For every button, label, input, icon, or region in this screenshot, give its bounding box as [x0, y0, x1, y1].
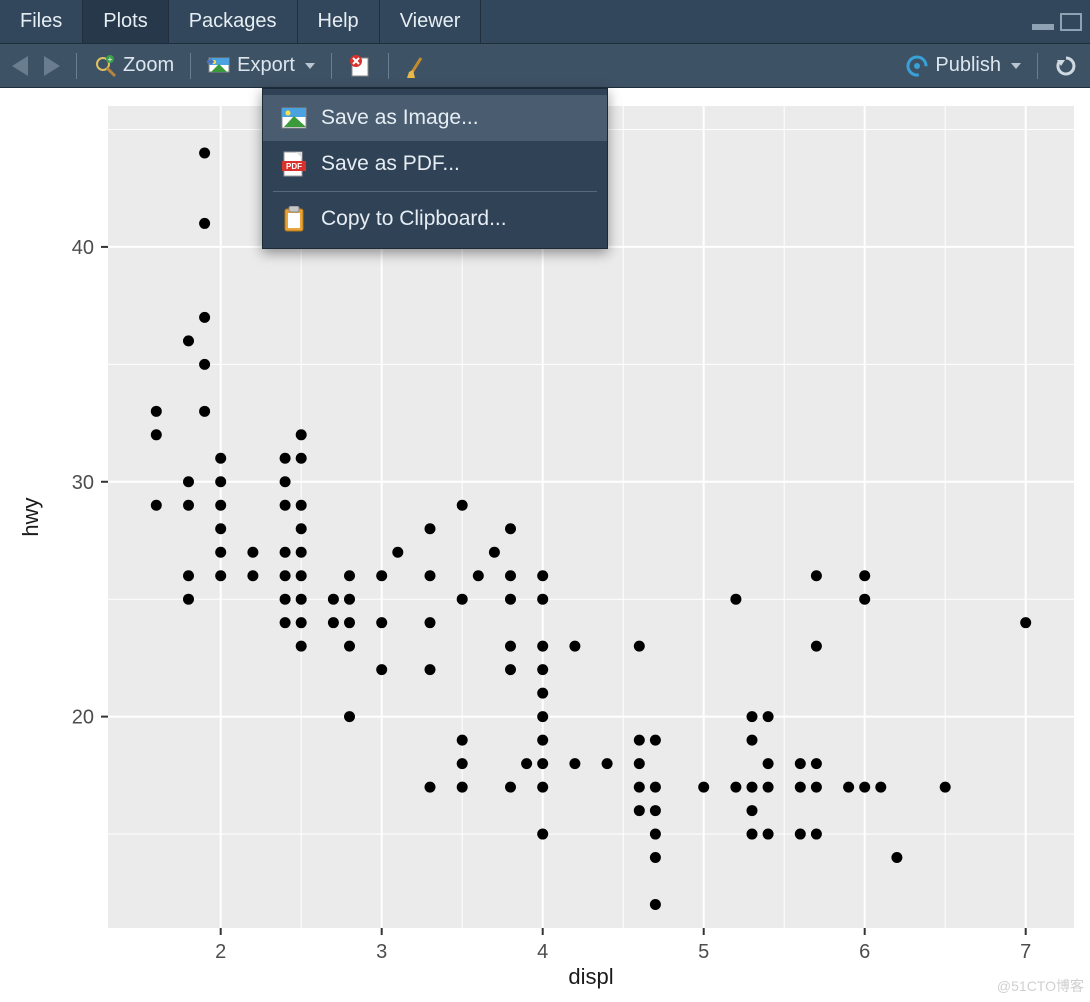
clear-all-button[interactable] — [401, 52, 433, 80]
pane-minimize-icon[interactable] — [1032, 24, 1054, 30]
nav-back-button[interactable] — [8, 54, 32, 78]
toolbar-separator — [331, 53, 332, 79]
export-menu-item[interactable]: Copy to Clipboard... — [263, 196, 607, 242]
publish-label: Publish — [935, 54, 1001, 77]
svg-text:2: 2 — [215, 941, 226, 963]
svg-text:30: 30 — [72, 472, 94, 494]
dropdown-caret-icon — [1011, 63, 1021, 69]
dropdown-caret-icon — [305, 63, 315, 69]
export-menu-item-label: Save as Image... — [321, 106, 479, 130]
export-button[interactable]: Export — [203, 52, 319, 80]
tab-label: Plots — [103, 10, 147, 33]
toolbar-separator — [1037, 53, 1038, 79]
pane-window-controls — [1032, 0, 1090, 43]
publish-icon — [905, 54, 929, 78]
svg-text:6: 6 — [859, 941, 870, 963]
menu-separator — [273, 191, 597, 192]
export-menu-item-label: Copy to Clipboard... — [321, 207, 507, 231]
export-menu-item[interactable]: Save as Image... — [263, 95, 607, 141]
zoom-button[interactable]: + Zoom — [89, 52, 178, 80]
svg-text:displ: displ — [568, 964, 613, 989]
toolbar-separator — [190, 53, 191, 79]
svg-text:5: 5 — [698, 941, 709, 963]
tab-label: Packages — [189, 10, 277, 33]
arrow-right-icon — [44, 56, 60, 76]
svg-text:PDF: PDF — [286, 162, 302, 171]
toolbar-separator — [388, 53, 389, 79]
pane-maximize-icon[interactable] — [1060, 13, 1082, 31]
tab-plots[interactable]: Plots — [83, 0, 168, 43]
refresh-button[interactable] — [1050, 52, 1082, 80]
broom-icon — [405, 54, 429, 78]
toolbar-separator — [76, 53, 77, 79]
publish-button[interactable]: Publish — [901, 52, 1025, 80]
tabbar-spacer — [481, 0, 1032, 43]
plots-toolbar: + Zoom Export Publish — [0, 44, 1090, 88]
export-image-icon — [207, 54, 231, 78]
tab-viewer[interactable]: Viewer — [380, 0, 482, 43]
export-dropdown-menu: Save as Image... PDF Save as PDF... Copy to… — [262, 88, 608, 249]
svg-text:40: 40 — [72, 237, 94, 259]
export-menu-item[interactable]: PDF Save as PDF... — [263, 141, 607, 187]
pane-tabbar: Files Plots Packages Help Viewer — [0, 0, 1090, 44]
remove-plot-icon — [348, 54, 372, 78]
svg-text:+: + — [108, 55, 113, 64]
svg-text:4: 4 — [537, 941, 548, 963]
refresh-icon — [1054, 54, 1078, 78]
tab-label: Files — [20, 10, 62, 33]
svg-text:7: 7 — [1020, 941, 1031, 963]
tab-label: Viewer — [400, 10, 461, 33]
svg-text:20: 20 — [72, 707, 94, 729]
svg-text:hwy: hwy — [18, 497, 43, 536]
tab-files[interactable]: Files — [0, 0, 83, 43]
export-label: Export — [237, 54, 295, 77]
zoom-magnifier-icon: + — [93, 54, 117, 78]
clipboard-icon — [281, 206, 307, 232]
tab-help[interactable]: Help — [298, 0, 380, 43]
tab-label: Help — [318, 10, 359, 33]
pdf-icon: PDF — [281, 151, 307, 177]
tab-packages[interactable]: Packages — [169, 0, 298, 43]
arrow-left-icon — [12, 56, 28, 76]
nav-forward-button[interactable] — [40, 54, 64, 78]
export-menu-item-label: Save as PDF... — [321, 152, 460, 176]
image-icon — [281, 105, 307, 131]
svg-text:3: 3 — [376, 941, 387, 963]
remove-plot-button[interactable] — [344, 52, 376, 80]
zoom-label: Zoom — [123, 54, 174, 77]
